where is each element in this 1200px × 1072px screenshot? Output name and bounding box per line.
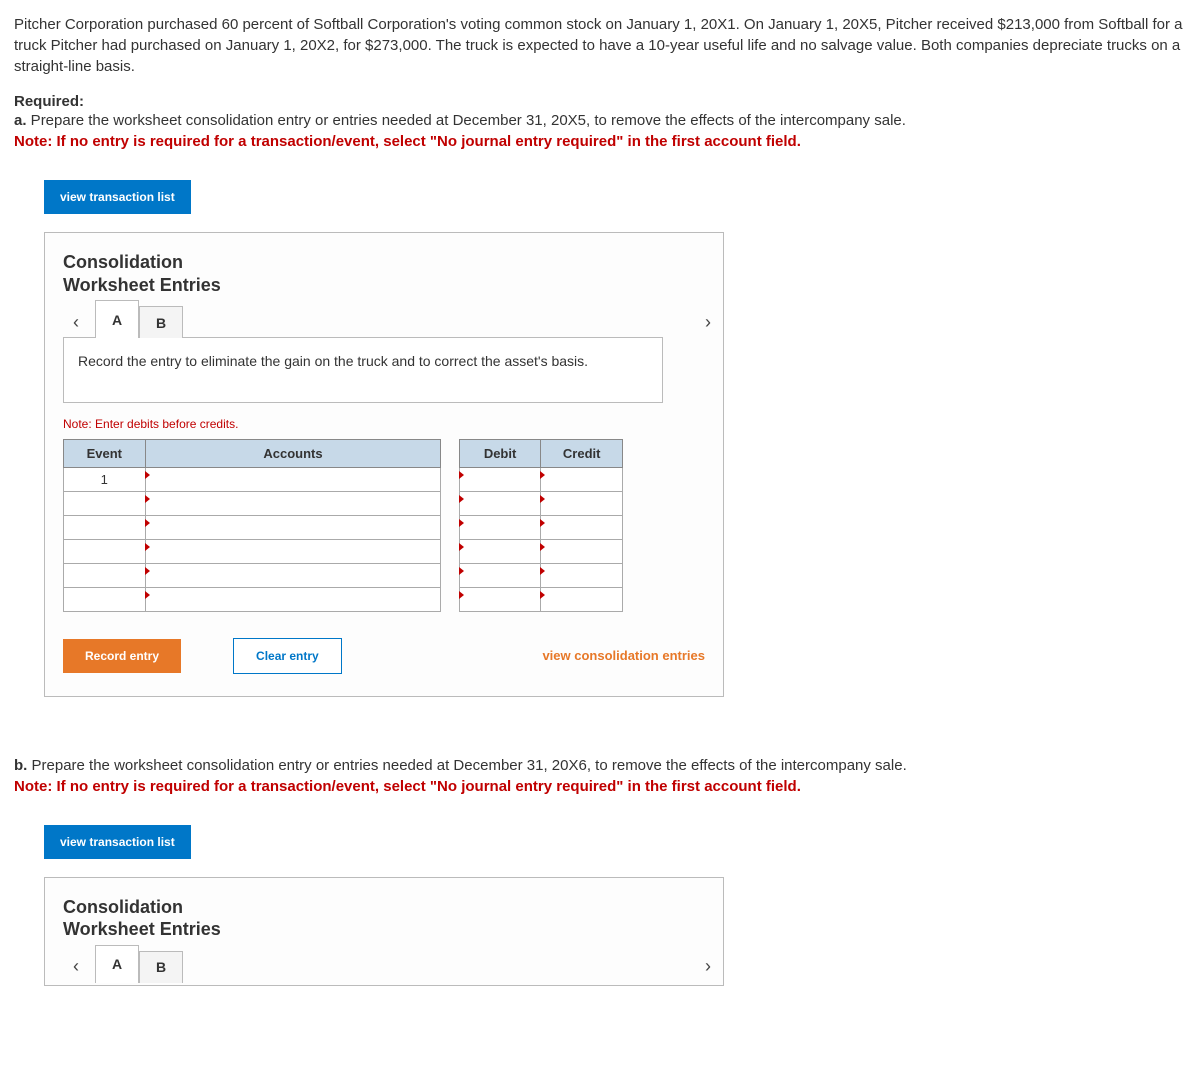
col-accounts-header: Accounts <box>145 439 441 467</box>
table-row <box>64 491 623 515</box>
event-cell[interactable] <box>64 491 146 515</box>
col-gap <box>441 439 459 467</box>
table-row <box>64 539 623 563</box>
req-b-text: Prepare the worksheet consolidation entr… <box>27 757 906 774</box>
heading-line2: Worksheet Entries <box>63 275 221 295</box>
journal-entry-table: Event Accounts Debit Credit 1 <box>63 439 623 612</box>
note-red-a: Note: If no entry is required for a tran… <box>14 133 1186 150</box>
requirement-b: b. Prepare the worksheet consolidation e… <box>14 757 1186 774</box>
credit-cell[interactable] <box>541 515 623 539</box>
debit-cell[interactable] <box>459 491 541 515</box>
requirement-a: a. Prepare the worksheet consolidation e… <box>14 112 1186 129</box>
chevron-left-icon-b[interactable]: ‹ <box>63 956 89 977</box>
gap-cell <box>441 515 459 539</box>
accounts-cell[interactable] <box>145 467 441 491</box>
event-cell[interactable]: 1 <box>64 467 146 491</box>
tab-a-b[interactable]: A <box>95 945 139 983</box>
instruction-box: Record the entry to eliminate the gain o… <box>63 337 663 403</box>
accounts-cell[interactable] <box>145 515 441 539</box>
credit-cell[interactable] <box>541 491 623 515</box>
col-event-header: Event <box>64 439 146 467</box>
debit-cell[interactable] <box>459 539 541 563</box>
table-row <box>64 563 623 587</box>
chevron-left-icon[interactable]: ‹ <box>63 312 89 333</box>
record-entry-button[interactable]: Record entry <box>63 639 181 673</box>
clear-entry-button[interactable]: Clear entry <box>233 638 342 674</box>
col-credit-header: Credit <box>541 439 623 467</box>
entries-heading-b: Consolidation Worksheet Entries <box>63 896 705 941</box>
view-transaction-list-button-b[interactable]: view transaction list <box>44 825 191 859</box>
debit-cell[interactable] <box>459 515 541 539</box>
note-red-b: Note: If no entry is required for a tran… <box>14 778 1186 795</box>
event-cell[interactable] <box>64 515 146 539</box>
gap-cell <box>441 467 459 491</box>
req-a-letter: a. <box>14 112 27 129</box>
accounts-cell[interactable] <box>145 563 441 587</box>
problem-intro: Pitcher Corporation purchased 60 percent… <box>14 14 1186 77</box>
chevron-right-icon[interactable]: › <box>695 312 721 333</box>
view-consolidation-entries-link[interactable]: view consolidation entries <box>542 648 705 663</box>
credit-cell[interactable] <box>541 467 623 491</box>
entries-card-a: Consolidation Worksheet Entries ‹ A B › … <box>44 232 724 697</box>
debit-cell[interactable] <box>459 587 541 611</box>
tab-b-b[interactable]: B <box>139 951 183 983</box>
accounts-cell[interactable] <box>145 491 441 515</box>
card-actions: Record entry Clear entry view consolidat… <box>63 638 705 674</box>
table-row <box>64 515 623 539</box>
event-cell[interactable] <box>64 539 146 563</box>
entries-card-b: Consolidation Worksheet Entries ‹ A B › <box>44 877 724 986</box>
col-debit-header: Debit <box>459 439 541 467</box>
tab-nav: ‹ A B › <box>63 306 705 338</box>
required-label: Required: <box>14 93 1186 110</box>
heading-line2-b: Worksheet Entries <box>63 919 221 939</box>
gap-cell <box>441 587 459 611</box>
gap-cell <box>441 539 459 563</box>
event-cell[interactable] <box>64 587 146 611</box>
debit-cell[interactable] <box>459 563 541 587</box>
debit-cell[interactable] <box>459 467 541 491</box>
table-row: 1 <box>64 467 623 491</box>
tab-nav-b: ‹ A B › <box>63 951 705 983</box>
heading-line1-b: Consolidation <box>63 897 183 917</box>
req-a-text: Prepare the worksheet consolidation entr… <box>27 112 906 129</box>
table-row <box>64 587 623 611</box>
tab-b[interactable]: B <box>139 306 183 338</box>
credit-cell[interactable] <box>541 587 623 611</box>
entries-heading: Consolidation Worksheet Entries <box>63 251 705 296</box>
credit-cell[interactable] <box>541 563 623 587</box>
view-transaction-list-button[interactable]: view transaction list <box>44 180 191 214</box>
req-b-letter: b. <box>14 757 27 774</box>
heading-line1: Consolidation <box>63 252 183 272</box>
credit-cell[interactable] <box>541 539 623 563</box>
tab-a[interactable]: A <box>95 300 139 338</box>
event-cell[interactable] <box>64 563 146 587</box>
gap-cell <box>441 563 459 587</box>
debits-before-credits-note: Note: Enter debits before credits. <box>63 417 705 431</box>
gap-cell <box>441 491 459 515</box>
accounts-cell[interactable] <box>145 539 441 563</box>
accounts-cell[interactable] <box>145 587 441 611</box>
chevron-right-icon-b[interactable]: › <box>695 956 721 977</box>
